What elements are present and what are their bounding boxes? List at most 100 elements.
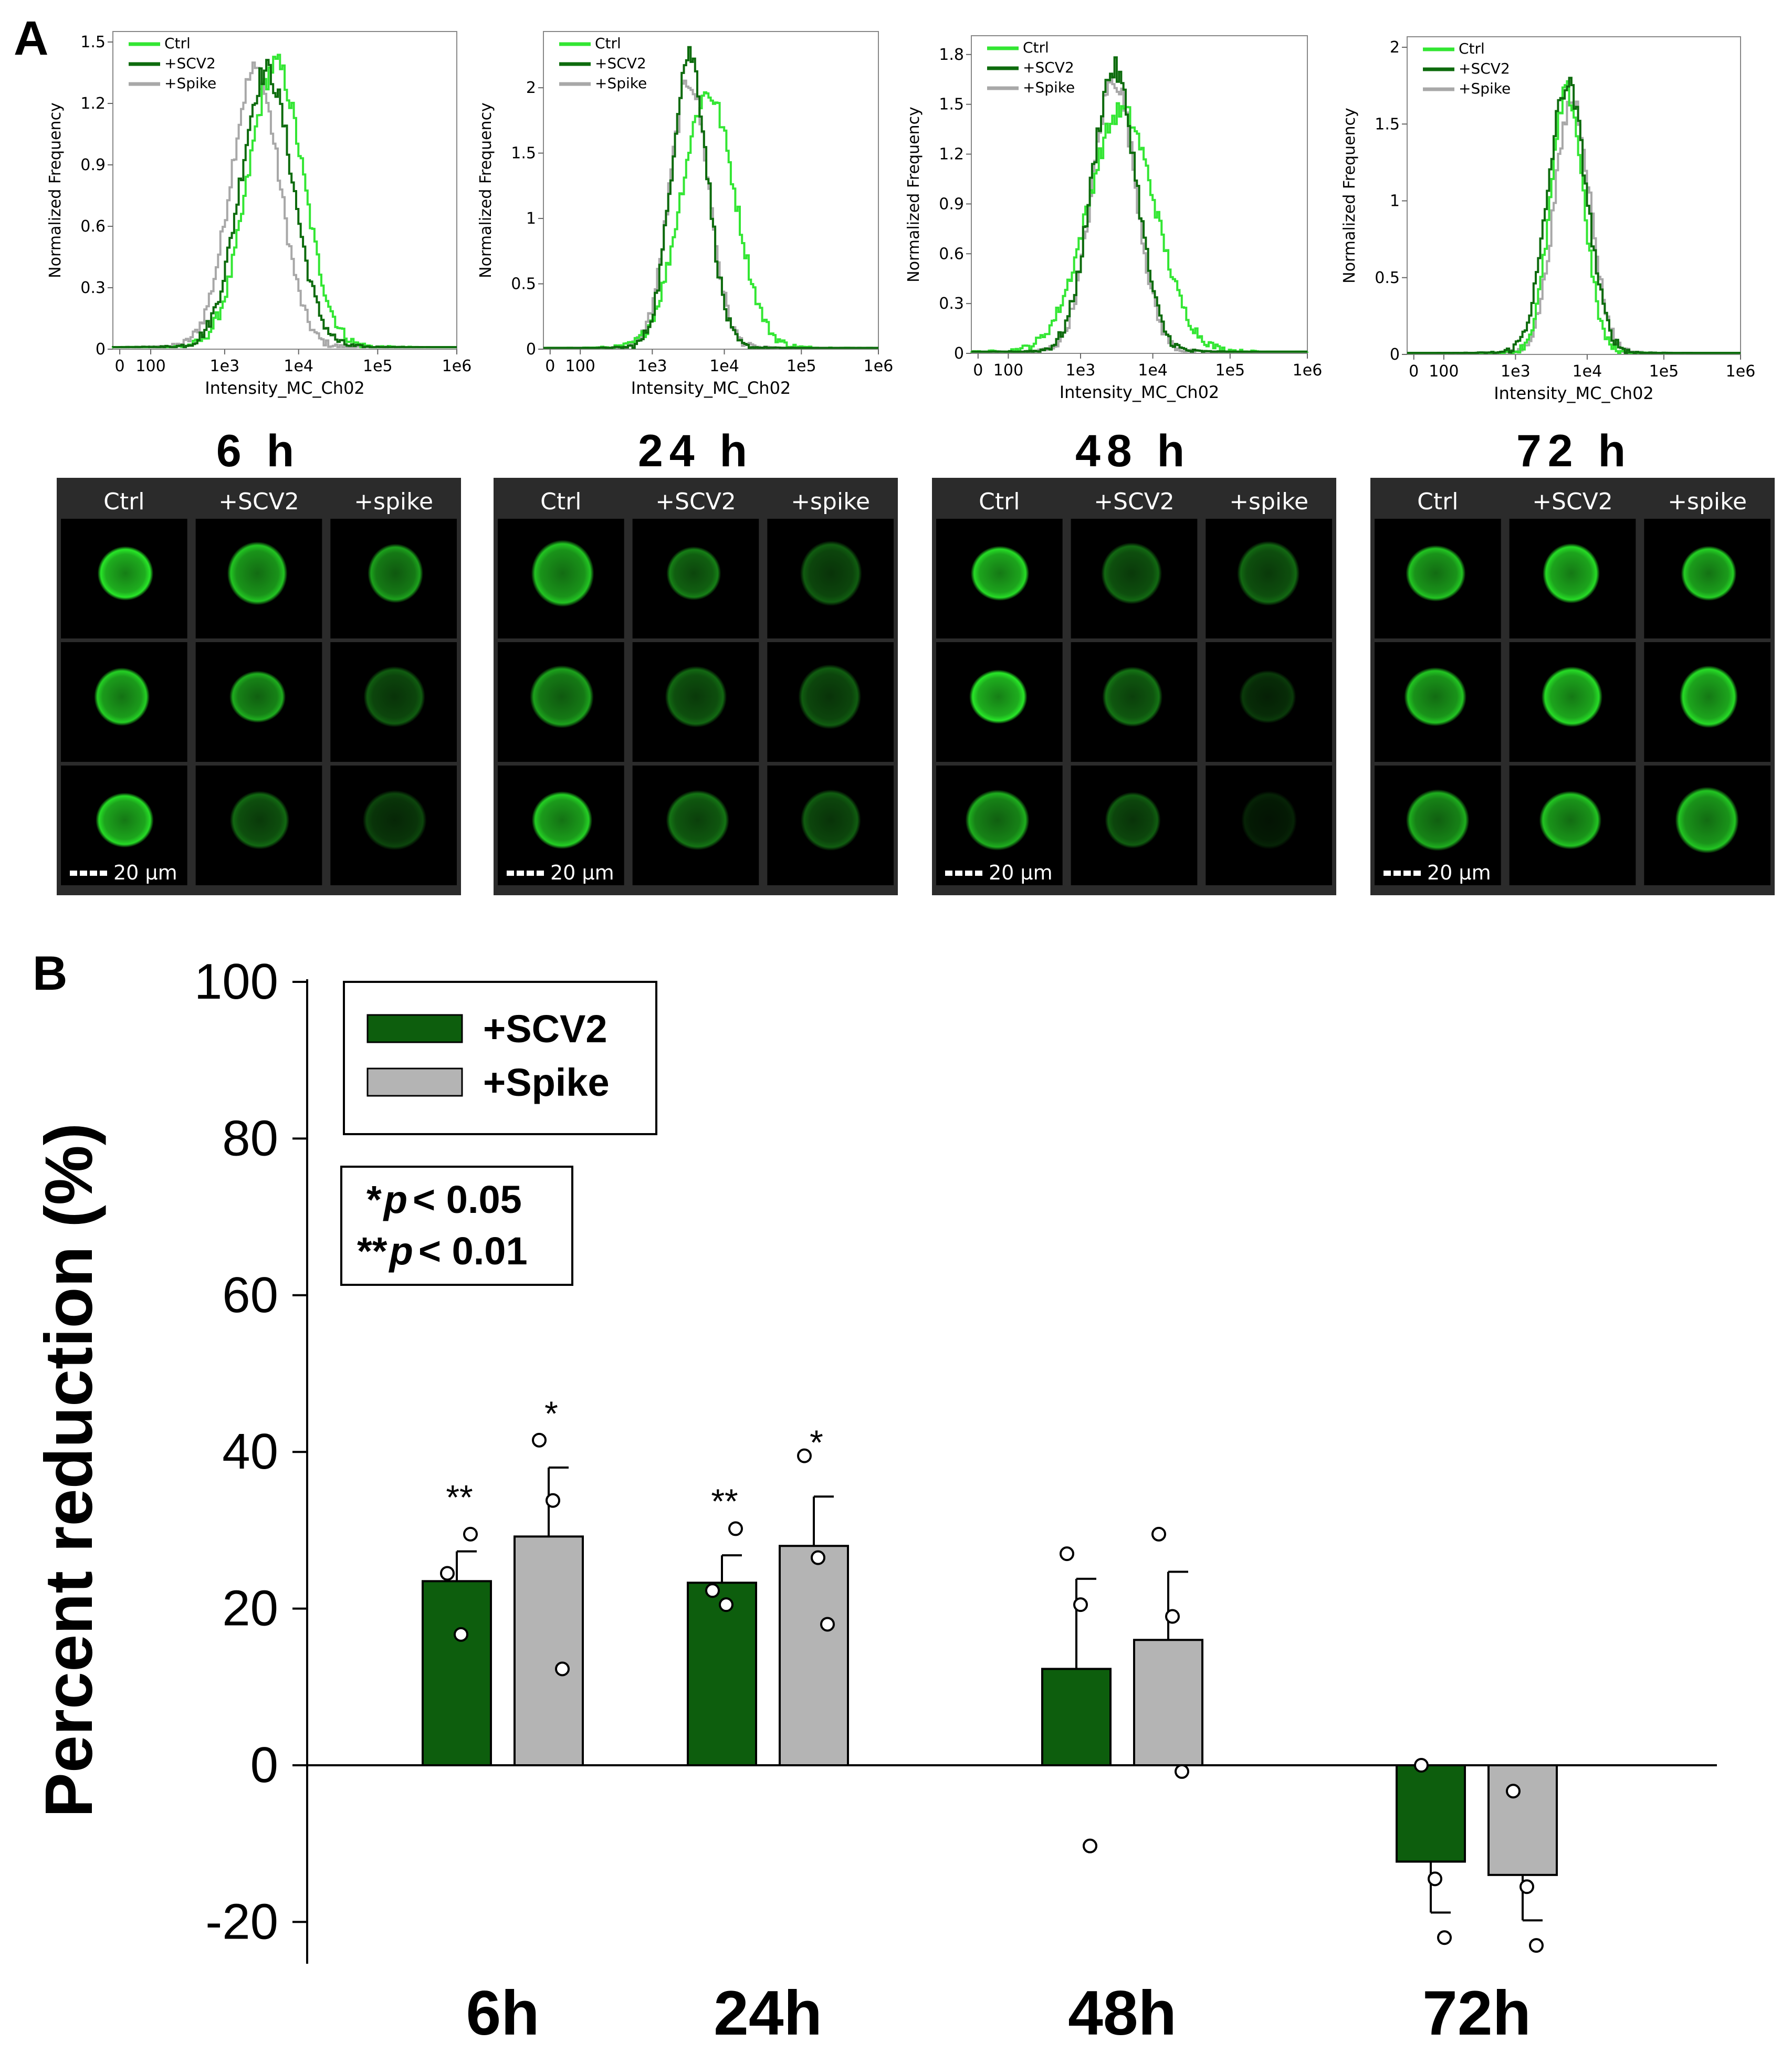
image-gallery-24h: Ctrl +SCV2 +spike 20 µm — [494, 478, 898, 895]
histogram-legend-label: +Spike — [1459, 80, 1511, 97]
data-point — [1414, 1758, 1429, 1773]
category-label: 6h — [466, 1978, 539, 2048]
cell-fluorescence — [1404, 667, 1467, 727]
legend-box — [343, 981, 657, 1135]
x-axis-label: Intensity_MC_Ch02 — [205, 378, 365, 398]
cell-fluorescence — [1406, 545, 1466, 602]
x-tick-label: 100 — [565, 357, 595, 375]
data-point — [1519, 1879, 1534, 1894]
y-tick-label: 0 — [250, 1737, 278, 1793]
y-tick-label: 0 — [526, 340, 536, 359]
y-tick-label: 0.3 — [939, 295, 964, 313]
image-gallery-72h: Ctrl +SCV2 +spike 20 µm — [1370, 478, 1775, 895]
legend-swatch-scv2 — [366, 1014, 463, 1043]
scale-bar-label: 20 µm — [550, 861, 614, 884]
histogram-6h: 0 0.3 0.6 0.9 1.2 1.5 0 100 1e3 1e4 1e5 1e6 Intensit… — [46, 31, 471, 398]
cell-fluorescence — [800, 540, 862, 606]
histogram-72h: 0 0.5 1 1.5 2 0 100 1e3 1e4 1e5 1e6 Intensity_MC_Ch… — [1340, 36, 1755, 403]
x-tick-label: 0 — [115, 357, 125, 375]
cell-fluorescence — [363, 666, 425, 728]
category-label: 72h — [1422, 1978, 1531, 2048]
cell-fluorescence — [1406, 789, 1470, 851]
y-tick-label: 0.5 — [1375, 269, 1400, 287]
data-point — [1506, 1784, 1521, 1799]
cell-fluorescence — [1239, 670, 1296, 724]
y-tick-label: 0.6 — [939, 245, 964, 263]
data-point — [440, 1566, 455, 1581]
cell-fluorescence — [800, 789, 861, 851]
histogram-legend-label: Ctrl — [1459, 40, 1485, 57]
bar-spike-6h — [514, 1535, 584, 1766]
sig-cmp-2: < 0.01 — [418, 1229, 528, 1273]
x-tick-label: 1e6 — [864, 357, 894, 375]
image-gallery-6h: Ctrl +SCV2 +spike 20 µm — [57, 478, 461, 895]
gallery-column-header: Ctrl — [1417, 488, 1458, 515]
gallery-column-header: +SCV2 — [218, 488, 299, 515]
data-point — [728, 1521, 743, 1536]
histogram-legend-label: Ctrl — [164, 35, 191, 52]
y-tick-label: -20 — [205, 1893, 278, 1950]
histogram-row: 00.30.60.91.21.50 100 1e3 1e4 1e5 1e6Intensit… — [46, 31, 1755, 403]
y-tick-label: 100 — [194, 954, 278, 1010]
x-tick-label: 100 — [1429, 362, 1459, 381]
y-tick-label: 0 — [96, 340, 106, 359]
y-tick-label: 1.5 — [80, 33, 106, 51]
time-label: 48 h — [1075, 426, 1191, 476]
y-tick-label: 1 — [1390, 192, 1400, 211]
y-tick-label: 1.2 — [939, 145, 964, 164]
cell-fluorescence — [96, 792, 154, 848]
cell-fluorescence — [1237, 541, 1300, 606]
sig-stars-1: * — [366, 1178, 382, 1221]
x-tick-label: 100 — [135, 357, 165, 375]
significance-marker: * — [544, 1394, 558, 1433]
chart-legend: +SCV2 +Spike — [343, 981, 657, 1135]
y-tick-label: 0.6 — [80, 217, 106, 236]
bar-scv2-6h — [422, 1580, 492, 1766]
y-axis-label: Normalized Frequency — [46, 102, 65, 278]
data-point — [454, 1627, 468, 1642]
x-tick-label: 1e5 — [1215, 361, 1245, 380]
gallery-column-header: +SCV2 — [655, 488, 736, 515]
significance-line-2: **p < 0.01 — [357, 1229, 528, 1273]
legend-swatch-spike — [366, 1067, 463, 1097]
gallery-column-header: Ctrl — [979, 488, 1020, 515]
y-tick-label: 1 — [526, 210, 536, 228]
cell-fluorescence — [965, 790, 1030, 851]
y-tick-label: 2 — [526, 79, 536, 97]
x-axis-label: Intensity_MC_Ch02 — [631, 378, 791, 398]
data-point — [555, 1661, 570, 1677]
gallery-column-header: Ctrl — [103, 488, 144, 515]
cell-fluorescence — [1105, 792, 1161, 849]
scale-bar-label: 20 µm — [989, 861, 1053, 884]
histogram-curve-scv2 — [1407, 77, 1741, 354]
y-tick-label: 60 — [222, 1267, 278, 1323]
data-point — [820, 1617, 835, 1632]
x-tick-label: 100 — [993, 361, 1023, 380]
gallery-column-header: +spike — [1229, 488, 1308, 515]
cell-fluorescence — [229, 671, 286, 723]
y-tick-label: 0 — [954, 344, 964, 363]
cell-fluorescence — [1101, 542, 1162, 604]
panel-a: A 00.30.60.91.21.50 100 1e3 1e4 1e5 1e6Intens… — [14, 12, 1775, 895]
data-point — [705, 1583, 720, 1598]
x-axis-label: Intensity_MC_Ch02 — [1060, 382, 1220, 402]
data-point — [1428, 1871, 1442, 1887]
data-point — [1151, 1526, 1166, 1542]
y-tick-label: 0.9 — [939, 195, 964, 213]
x-tick-label: 1e5 — [363, 357, 393, 375]
cell-fluorescence — [362, 790, 427, 851]
histogram-curve-scv2 — [543, 46, 878, 349]
histogram-legend-label: +SCV2 — [1459, 60, 1510, 77]
cell-fluorescence — [531, 540, 594, 607]
gallery-column-header: +spike — [791, 488, 870, 515]
cell-fluorescence — [666, 790, 729, 851]
time-label: 24 h — [638, 426, 753, 476]
x-tick-label: 1e3 — [210, 357, 240, 375]
cell-fluorescence — [1675, 787, 1739, 854]
data-point — [719, 1597, 733, 1612]
scale-bar-label: 20 µm — [1427, 861, 1491, 884]
y-tick-label: 1.5 — [939, 96, 964, 114]
x-tick-label: 1e3 — [1066, 361, 1096, 380]
gallery-column-header: +SCV2 — [1532, 488, 1613, 515]
bar-spike-72h — [1487, 1764, 1558, 1876]
